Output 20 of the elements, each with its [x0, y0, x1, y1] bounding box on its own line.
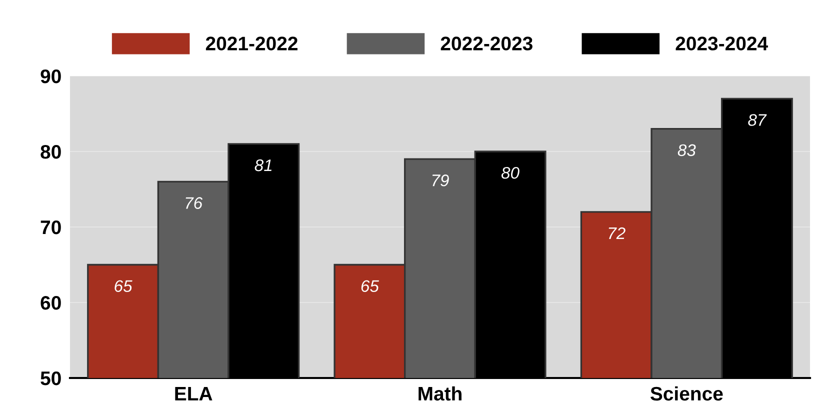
x-tick-label: Science [650, 386, 723, 401]
data-label: 83 [678, 144, 696, 156]
y-tick-label: 50 [40, 371, 61, 386]
data-label: 81 [254, 159, 272, 172]
data-label: 80 [501, 166, 520, 179]
legend-label: 2022-2023 [440, 36, 532, 50]
data-label: 76 [186, 197, 203, 209]
data-label: 79 [432, 174, 449, 186]
legend-label: 2021-2022 [206, 36, 298, 50]
y-tick-label: 70 [40, 220, 61, 234]
data-label: 87 [748, 114, 767, 126]
data-label: 72 [608, 227, 626, 239]
x-tick-label: ELA [175, 387, 212, 400]
y-tick-label: 60 [40, 296, 61, 310]
data-label: 65 [361, 280, 380, 292]
y-tick-label: 80 [40, 144, 61, 159]
y-tick-label: 90 [40, 69, 61, 84]
x-tick-label: Math [418, 386, 462, 401]
data-label: 65 [114, 280, 132, 292]
legend-label: 2023-2024 [676, 36, 768, 50]
